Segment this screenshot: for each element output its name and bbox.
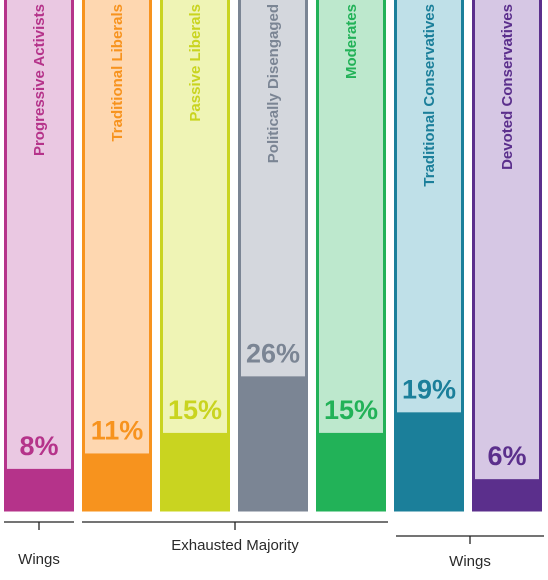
bar-background-progressive-activists (4, 0, 74, 510)
bar-devoted-conservatives (472, 479, 542, 510)
category-label-devoted-conservatives: Devoted Conservatives (499, 4, 516, 170)
value-label-passive-liberals: 15% (168, 395, 222, 425)
value-label-traditional-liberals: 11% (91, 415, 144, 445)
group-label-wings-right: Wings (449, 553, 491, 570)
group-label-exhausted-majority: Exhausted Majority (171, 537, 299, 554)
bars-layer: 8% Progressive Activists 11% Traditional Li… (4, 0, 542, 512)
bar-traditional-liberals (82, 453, 152, 510)
value-label-moderates: 15% (324, 395, 378, 425)
category-label-traditional-conservatives: Traditional Conservatives (421, 4, 438, 187)
bar-background-traditional-liberals (82, 0, 152, 510)
value-label-traditional-conservatives: 19% (402, 374, 456, 404)
value-label-progressive-activists: 8% (19, 431, 58, 461)
bar-background-devoted-conservatives (472, 0, 542, 510)
category-label-progressive-activists: Progressive Activists (31, 4, 48, 156)
value-label-devoted-conservatives: 6% (487, 441, 526, 471)
bar-background-moderates (316, 0, 386, 510)
bar-progressive-activists (4, 468, 74, 510)
bar-moderates (316, 432, 386, 510)
category-label-moderates: Moderates (343, 4, 360, 79)
category-label-traditional-liberals: Traditional Liberals (109, 4, 126, 142)
bar-traditional-conservatives (394, 412, 464, 510)
value-label-politically-disengaged: 26% (246, 338, 300, 368)
group-brackets: Wings Exhausted Majority Wings (4, 521, 544, 570)
group-label-wings-left: Wings (18, 551, 60, 568)
bar-politically-disengaged (238, 376, 308, 510)
bar-background-passive-liberals (160, 0, 230, 510)
category-label-politically-disengaged: Politically Disengaged (265, 4, 282, 163)
category-label-passive-liberals: Passive Liberals (187, 4, 204, 122)
bar-passive-liberals (160, 432, 230, 510)
